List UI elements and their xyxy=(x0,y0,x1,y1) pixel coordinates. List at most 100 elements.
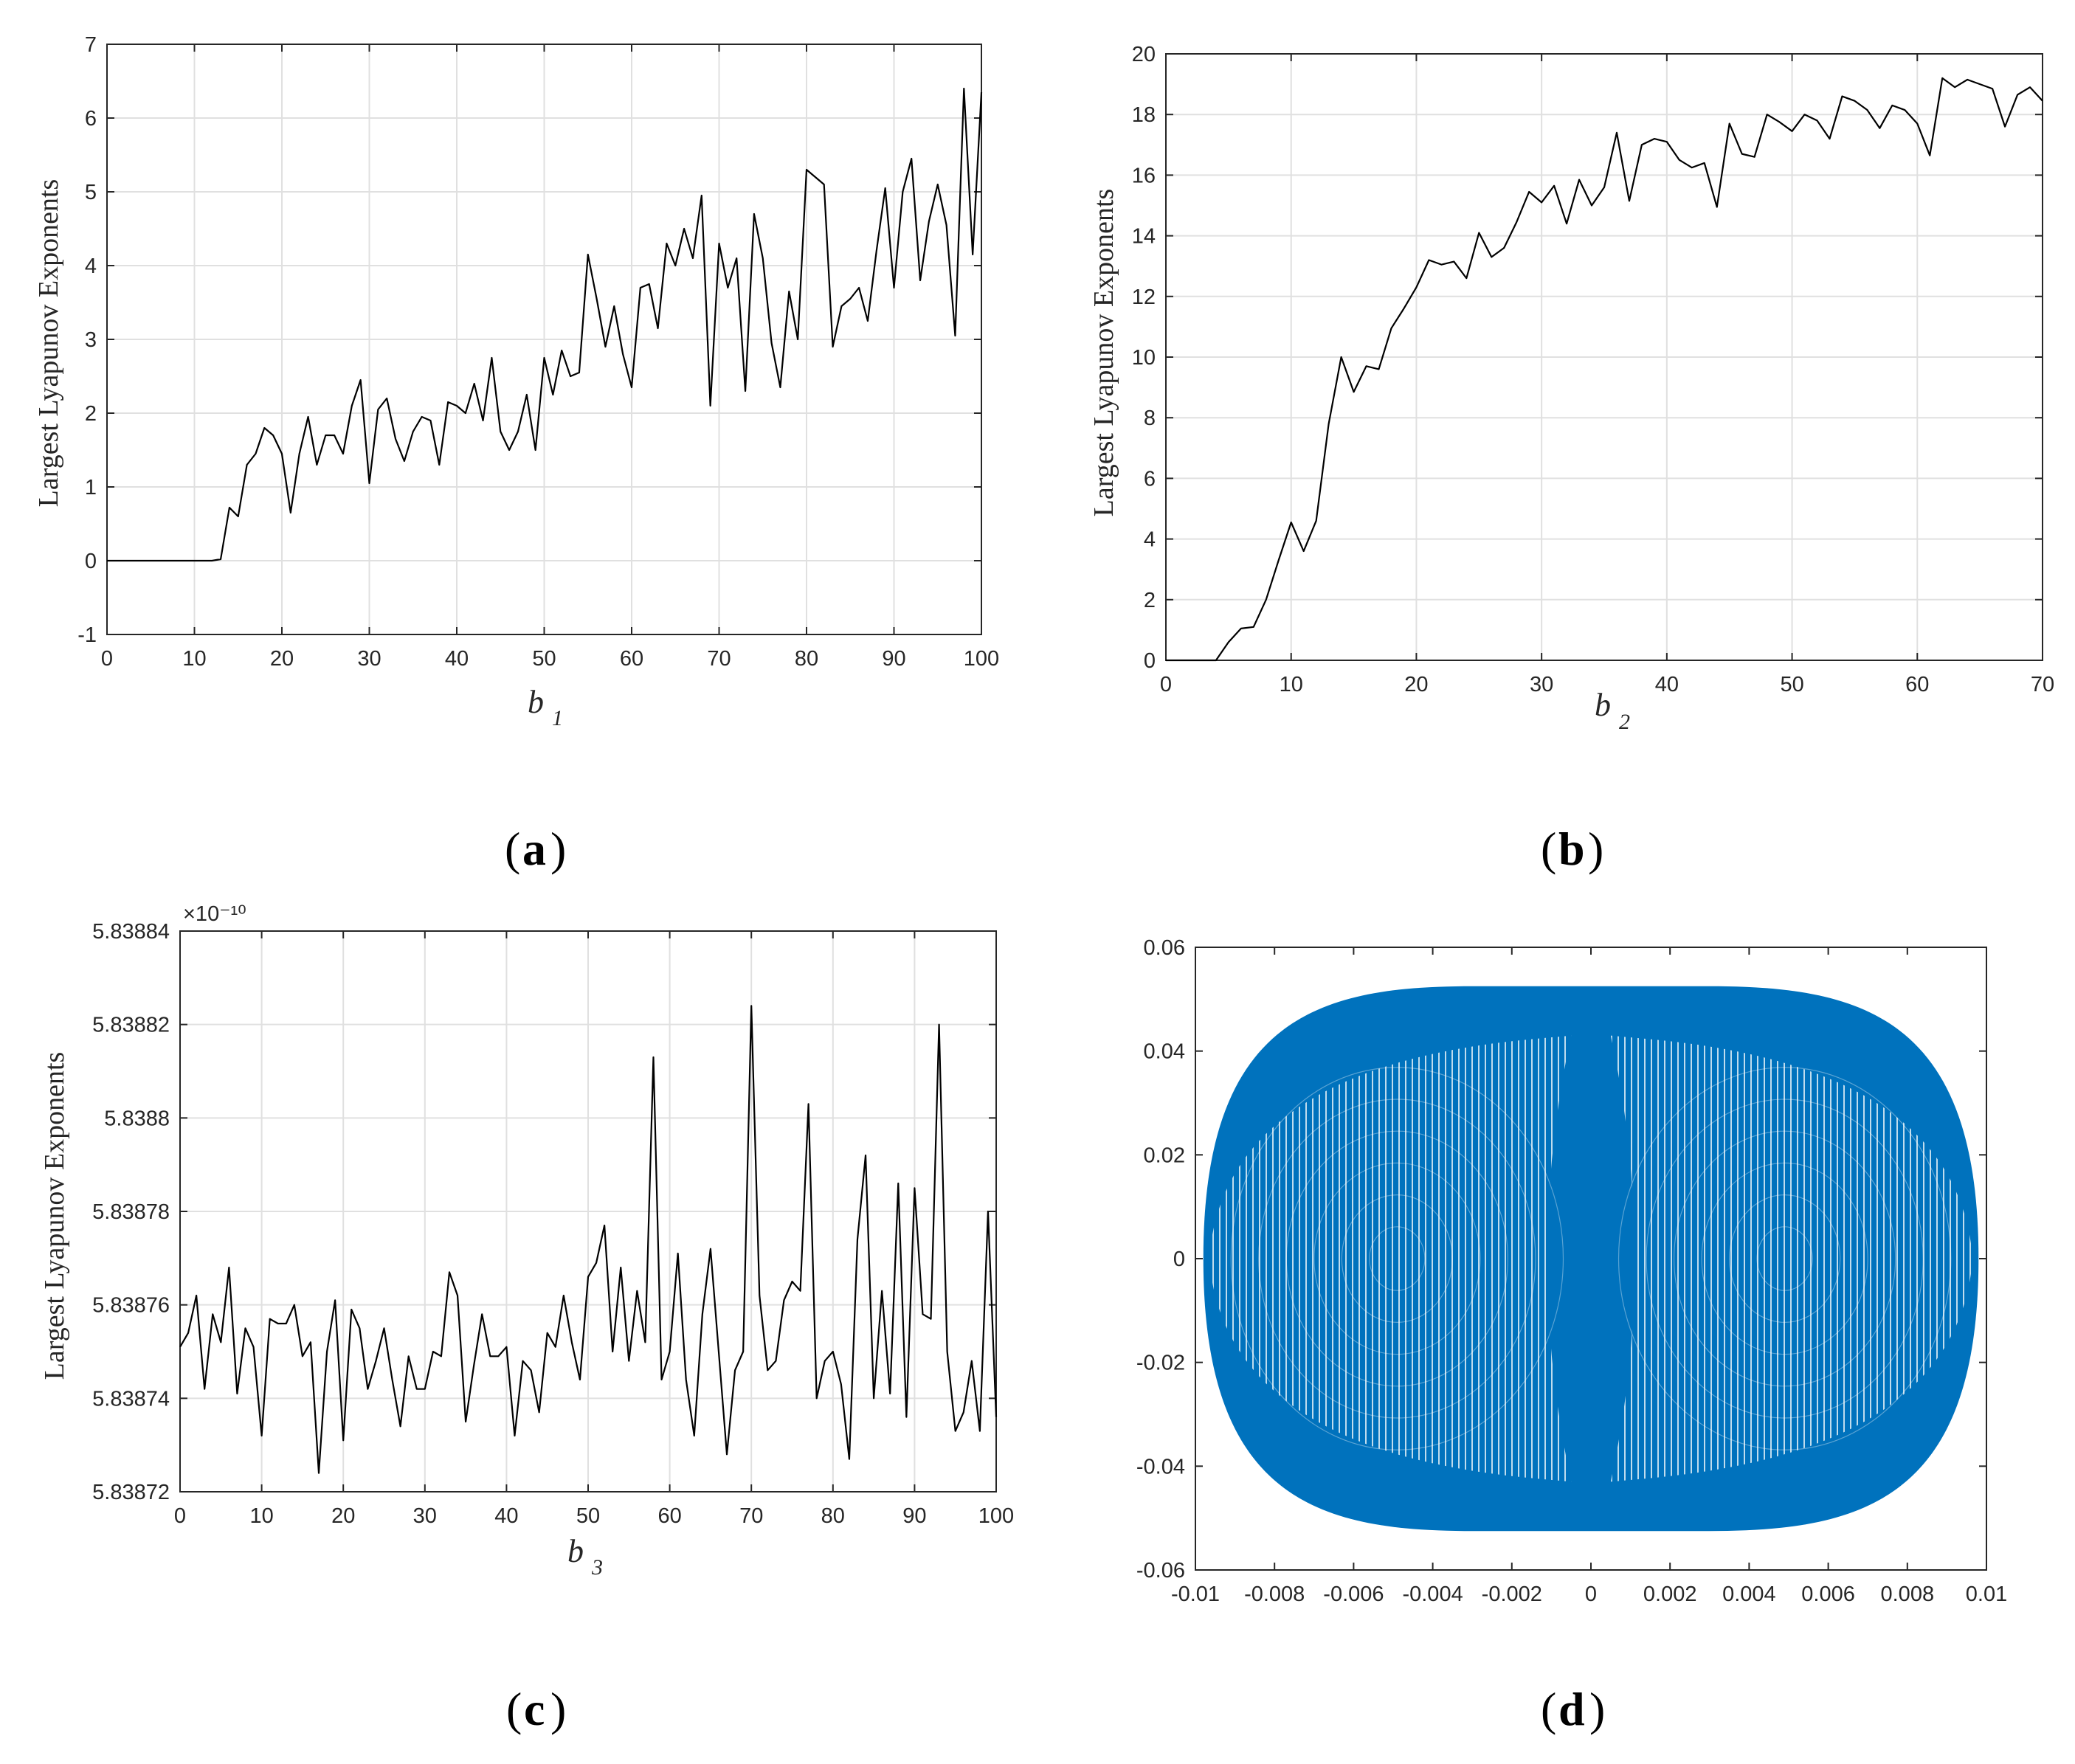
panel-d-ytick-label-3: 0 xyxy=(1173,1248,1185,1271)
panel-c-xtick-label-5: 50 xyxy=(576,1504,600,1528)
panel-c-xtick-label-3: 30 xyxy=(413,1504,437,1528)
panel-b-ytick-label-8: 16 xyxy=(1132,164,1156,187)
panel-d-ytick-label-2: -0.02 xyxy=(1136,1352,1185,1375)
svg-text:(: ( xyxy=(1541,1683,1556,1735)
panel-c-xtick-label-2: 20 xyxy=(331,1504,355,1528)
panel-c-xtick-label-10: 100 xyxy=(978,1504,1014,1528)
panel-c-xtick-label-6: 60 xyxy=(657,1504,681,1528)
panel-b-ytick-label-5: 10 xyxy=(1132,346,1156,370)
panel-a-xtick-label-6: 60 xyxy=(620,647,643,671)
panel-c-xtick-label-1: 10 xyxy=(249,1504,273,1528)
svg-text:(: ( xyxy=(505,823,520,875)
panel-d-right-ring-4 xyxy=(1673,1130,1896,1387)
panel-c-series-line xyxy=(179,1005,998,1474)
svg-text:): ) xyxy=(550,823,566,875)
panel-d-caption: ( d ) xyxy=(1541,1683,1605,1735)
panel-a-xlabel: b xyxy=(528,684,544,720)
panel-d-attractor xyxy=(1203,986,1979,1532)
panel-b-ytick-label-9: 18 xyxy=(1132,103,1156,127)
panel-b-xtick-label-6: 60 xyxy=(1905,673,1929,696)
panel-b-xtick-label-4: 40 xyxy=(1655,673,1679,696)
panel-d-left-ring-5 xyxy=(1258,1099,1536,1419)
panel-b-series-line xyxy=(1166,77,2043,662)
panel-b-caption: ( b ) xyxy=(1541,823,1603,875)
panel-d-xtick-label-9: 0.008 xyxy=(1881,1583,1935,1606)
panel-d-ytick-label-5: 0.04 xyxy=(1144,1040,1185,1064)
panel-c-ytick-label-2: 5.83876 xyxy=(92,1294,170,1318)
panel-b-chart: 0 10 20 30 40 50 60 70 0 2 4 6 8 10 12 14 16 18 20 Largest… xyxy=(1088,43,2054,875)
panel-c-xtick-label-7: 70 xyxy=(739,1504,763,1528)
panel-a-ytick-label-3: 2 xyxy=(85,402,97,426)
panel-d-caption-letter: d xyxy=(1558,1683,1585,1735)
panel-a-xtick-label-10: 100 xyxy=(964,647,999,671)
panel-a-series-line xyxy=(107,87,983,562)
panel-d-chart: -0.01 -0.008 -0.006 -0.004 -0.002 0 0.002 0.004… xyxy=(1136,936,2007,1735)
panel-b-xlabel-sub: 2 xyxy=(1619,710,1630,734)
panel-d-attractor-left-lobe xyxy=(1209,1035,1572,1482)
panel-d-xtick-label-1: -0.008 xyxy=(1244,1583,1305,1606)
panel-b-ylabel: Largest Lyapunov Exponents xyxy=(1088,189,1119,517)
panel-a-xtick-label-5: 50 xyxy=(532,647,556,671)
panel-a-xtick-label-1: 10 xyxy=(182,647,206,671)
panel-b-ytick-label-1: 2 xyxy=(1144,589,1156,612)
panel-c-xlabel-sub: 3 xyxy=(591,1555,603,1580)
panel-b-ytick-label-6: 12 xyxy=(1132,286,1156,309)
panel-d-attractor-right-lobe xyxy=(1610,1035,1973,1482)
panel-a-caption: ( a ) xyxy=(505,823,566,875)
panel-c-xtick-label-4: 40 xyxy=(494,1504,518,1528)
panel-d-xtick-label-8: 0.006 xyxy=(1801,1583,1855,1606)
panel-d-left-ring-4 xyxy=(1285,1130,1509,1387)
panel-c-ytick-label-0: 5.83872 xyxy=(92,1481,170,1504)
panel-d-right-ring-6 xyxy=(1617,1067,1952,1450)
panel-d-ytick-label-1: -0.04 xyxy=(1136,1455,1185,1478)
panel-a-ytick-label-0: -1 xyxy=(77,623,97,647)
panel-a-ytick-label-7: 6 xyxy=(85,107,97,131)
panel-a-ytick-label-6: 5 xyxy=(85,181,97,204)
panel-d-right-ring-1 xyxy=(1756,1226,1813,1291)
panel-b-ytick-label-10: 20 xyxy=(1132,43,1156,66)
panel-a-xtick-label-2: 20 xyxy=(270,647,294,671)
panel-d-ytick-label-4: 0.02 xyxy=(1144,1144,1185,1167)
panel-a-ytick-label-1: 0 xyxy=(85,550,97,573)
panel-c-chart: 0 10 20 30 40 50 60 70 80 90 100 5.83872 5.83874 5.83… xyxy=(39,902,1014,1735)
panel-a-ytick-label-4: 3 xyxy=(85,328,97,352)
svg-text:): ) xyxy=(550,1683,566,1735)
panel-c-ytick-label-4: 5.8388 xyxy=(104,1107,170,1130)
panel-c-xtick-label-0: 0 xyxy=(174,1504,186,1528)
panel-a-xtick-label-9: 90 xyxy=(882,647,905,671)
panel-a-ytick-label-5: 4 xyxy=(85,255,97,278)
panel-c-caption-letter: c xyxy=(524,1683,545,1735)
panel-d-right-ring-2 xyxy=(1728,1194,1841,1324)
panel-a-xtick-label-0: 0 xyxy=(101,647,113,671)
panel-a-xtick-label-8: 80 xyxy=(795,647,818,671)
panel-a-ylabel: Largest Lyapunov Exponents xyxy=(33,179,64,508)
panel-c-xtick-label-8: 80 xyxy=(821,1504,845,1528)
panel-a-ytick-label-8: 7 xyxy=(85,33,97,57)
panel-a-xtick-label-7: 70 xyxy=(707,647,731,671)
panel-c-ytick-label-3: 5.83878 xyxy=(92,1200,170,1224)
panel-a-xlabel-sub: 1 xyxy=(552,706,563,730)
panel-b-ytick-label-3: 6 xyxy=(1144,467,1156,491)
panel-d-xtick-label-0: -0.01 xyxy=(1171,1583,1220,1606)
panel-d-left-ring-6 xyxy=(1230,1067,1564,1450)
svg-text:(: ( xyxy=(506,1683,522,1735)
panel-d-xtick-label-10: 0.01 xyxy=(1966,1583,2007,1606)
panel-d-ytick-label-6: 0.06 xyxy=(1144,936,1185,960)
panel-b-xtick-label-1: 10 xyxy=(1280,673,1303,696)
panel-b-ytick-label-4: 8 xyxy=(1144,407,1156,430)
panel-c-ylabel: Largest Lyapunov Exponents xyxy=(39,1052,70,1380)
panel-d-xtick-label-3: -0.004 xyxy=(1402,1583,1463,1606)
panel-b-ytick-label-2: 4 xyxy=(1144,528,1156,552)
panel-b-xtick-label-5: 50 xyxy=(1780,673,1803,696)
panel-b-ytick-label-7: 14 xyxy=(1132,225,1156,249)
panel-c-xtick-label-9: 90 xyxy=(902,1504,926,1528)
panel-c-ytick-label-5: 5.83882 xyxy=(92,1014,170,1037)
panel-d-xtick-label-4: -0.002 xyxy=(1482,1583,1542,1606)
panel-c-exponent: ×10⁻¹⁰ xyxy=(183,902,246,926)
svg-text:): ) xyxy=(1589,1683,1605,1735)
panel-c-ytick-label-6: 5.83884 xyxy=(92,920,170,944)
panel-c-ytick-label-1: 5.83874 xyxy=(92,1387,170,1411)
panel-a-xtick-label-4: 40 xyxy=(445,647,469,671)
